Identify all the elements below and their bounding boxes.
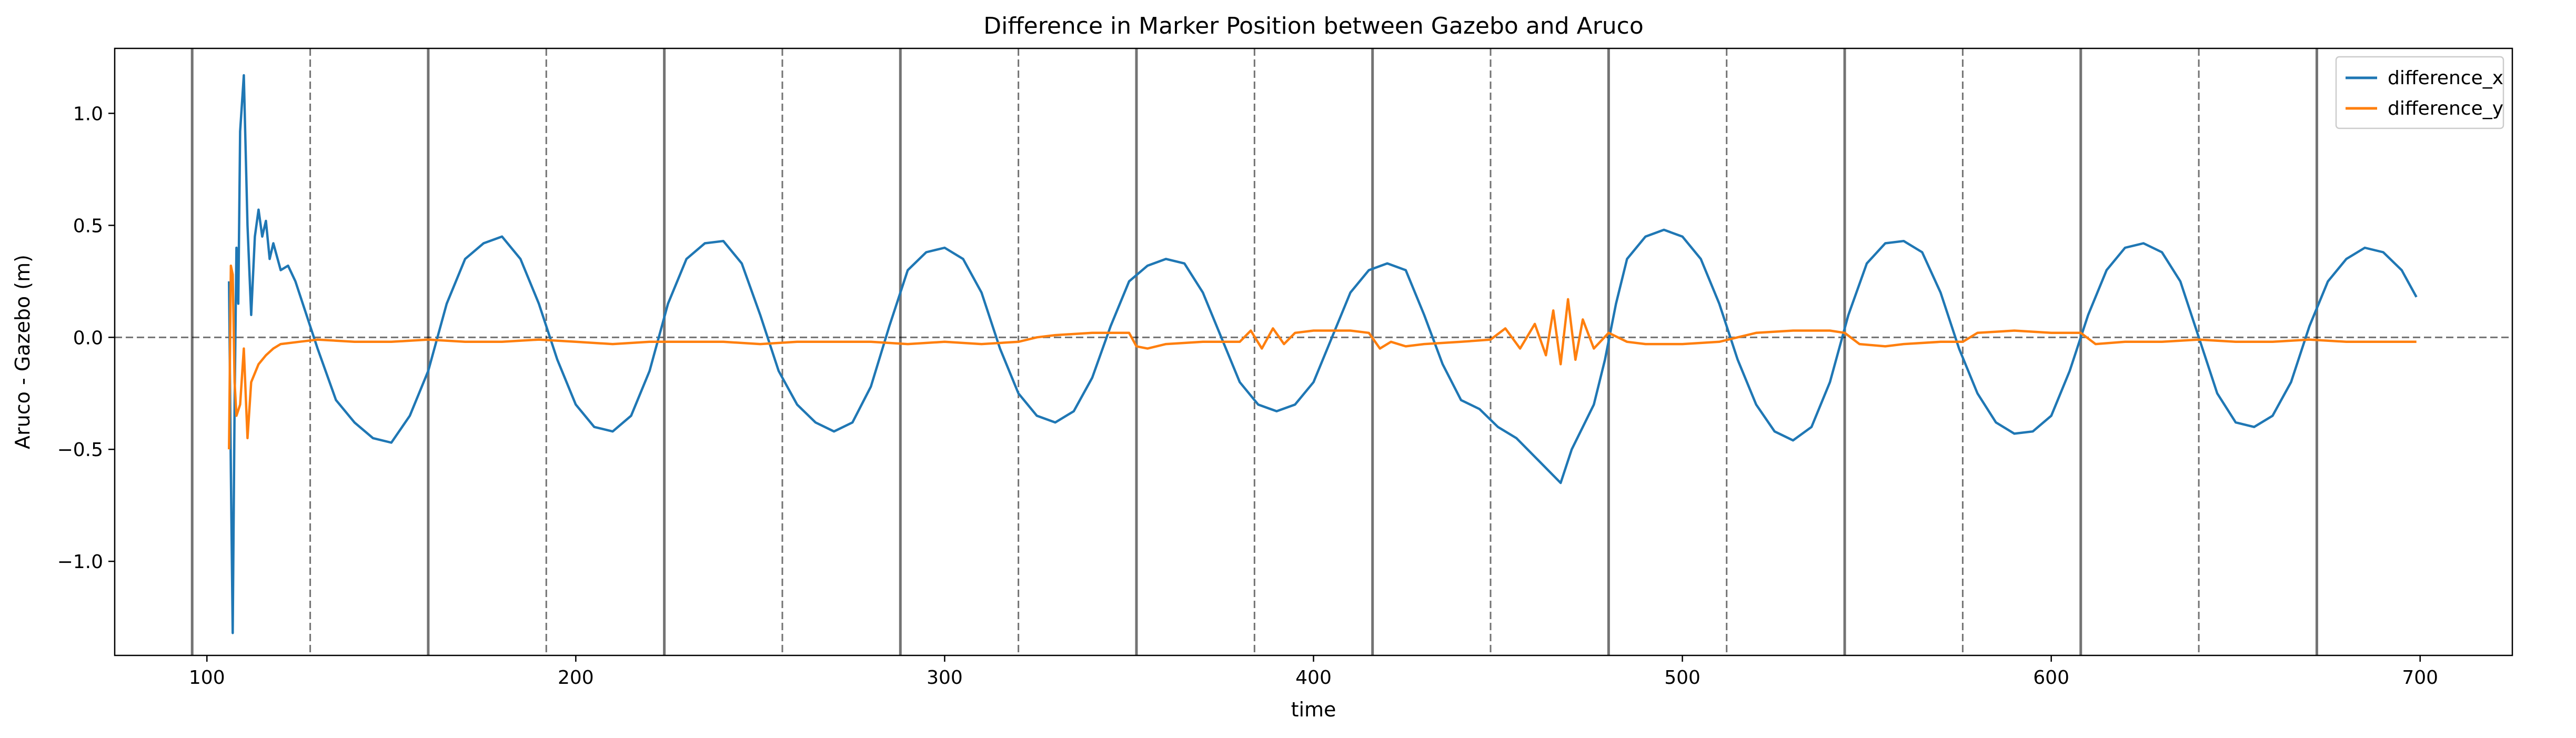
vertical-reference-lines [190,48,2318,655]
x-tick-label-300: 300 [927,667,963,689]
chart-title: Difference in Marker Position between Ga… [983,13,1644,39]
legend-label-difference_x: difference_x [2388,67,2503,89]
x-axis-label: time [1291,698,1336,721]
x-tick-label-700: 700 [2402,667,2438,689]
x-tick-label-100: 100 [189,667,225,689]
y-tick-label-0: −1.0 [57,551,103,573]
y-tick-label-1: −0.5 [57,439,103,461]
legend-label-difference_y: difference_y [2388,98,2503,119]
series-lines [228,74,2418,634]
x-tick-label-200: 200 [558,667,594,689]
y-tick-label-3: 0.5 [73,215,103,237]
series-line-difference_x [228,74,2418,634]
y-axis-ticks: −1.0 −0.5 0.0 0.5 1.0 [57,103,115,573]
y-tick-label-2: 0.0 [73,327,103,349]
x-tick-label-600: 600 [2033,667,2069,689]
x-axis-ticks: 100 200 300 400 500 600 700 [189,655,2438,689]
series-line-difference_y [228,264,2417,450]
legend: difference_x difference_y [2335,56,2504,129]
y-axis-label: Aruco - Gazebo (m) [11,255,34,449]
x-tick-label-400: 400 [1295,667,1332,689]
x-tick-label-500: 500 [1664,667,1700,689]
legend-box [2335,56,2504,129]
y-tick-label-4: 1.0 [73,103,103,125]
